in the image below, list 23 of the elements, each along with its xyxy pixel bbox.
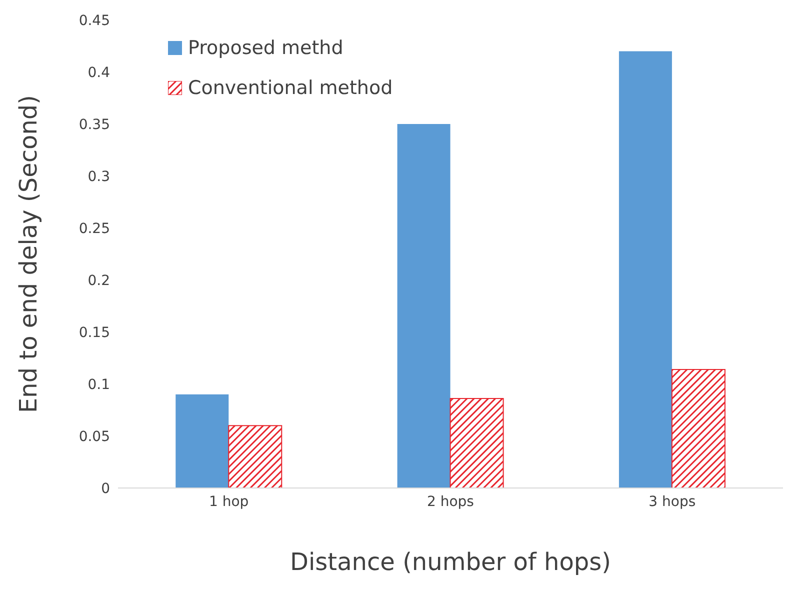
bar bbox=[450, 398, 504, 488]
y-tick-label: 0.15 bbox=[78, 324, 110, 341]
y-axis-title: End to end delay (Second) bbox=[14, 94, 43, 414]
y-tick-label: 0.35 bbox=[78, 116, 110, 133]
bar bbox=[228, 425, 282, 488]
y-tick-label: 0.1 bbox=[88, 376, 110, 393]
y-tick-label: 0.05 bbox=[78, 428, 110, 445]
y-tick-label: 0.3 bbox=[88, 168, 110, 185]
bar bbox=[397, 124, 450, 488]
y-tick-label: 0.25 bbox=[78, 220, 110, 237]
bar bbox=[618, 51, 672, 488]
y-tick-label: 0 bbox=[101, 480, 110, 497]
y-tick-label: 0.4 bbox=[88, 64, 110, 81]
y-tick-label: 0.45 bbox=[78, 12, 110, 29]
bar bbox=[176, 394, 229, 488]
x-tick-label: 3 hops bbox=[648, 494, 696, 510]
legend-label: Conventional method bbox=[188, 76, 393, 101]
bar bbox=[671, 368, 726, 488]
y-tick-label: 0.2 bbox=[88, 272, 110, 289]
x-axis-title: Distance (number of hops) bbox=[290, 548, 611, 576]
x-tick-label: 2 hops bbox=[427, 494, 474, 510]
legend-label: Proposed methd bbox=[188, 36, 344, 61]
x-tick-label: 1 hop bbox=[208, 494, 249, 510]
